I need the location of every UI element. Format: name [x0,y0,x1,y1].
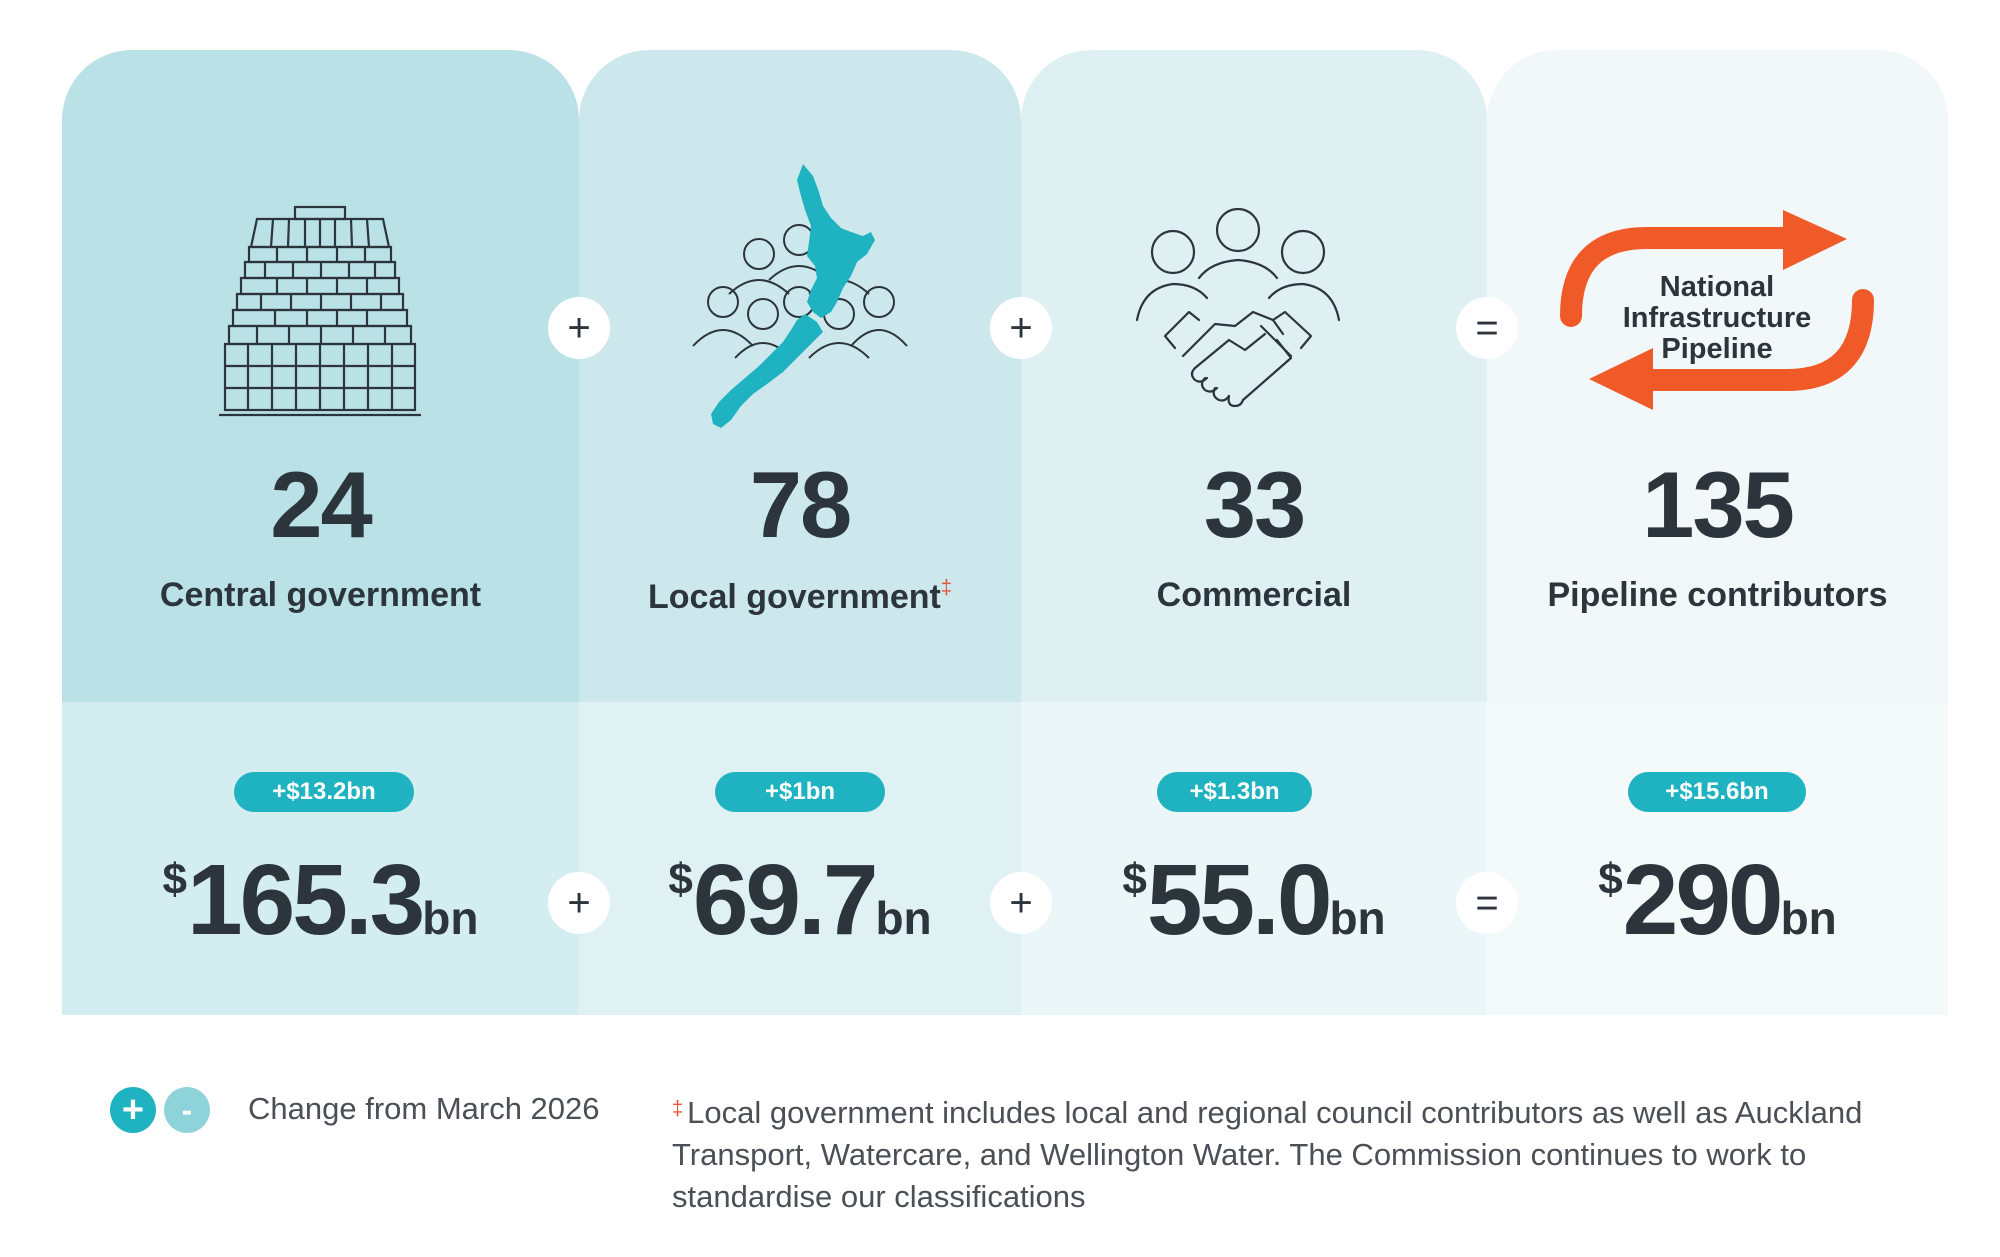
commercial-count: 33 [1203,452,1307,557]
central-government-count: 24 [270,452,373,557]
pipeline-cycle-icon [1560,210,1874,410]
footnote: ‡ Local government includes local and reg… [672,1088,1942,1218]
equals-operator: = [1456,297,1518,359]
commercial-amount: $55.0bn [1021,850,1487,950]
pipeline-icon-line: Pipeline [1661,333,1773,365]
increase-icon: + [110,1087,156,1133]
pipeline-total-change-badge: +$15.6bn [1628,772,1806,812]
amount-unit: bn [1780,892,1837,944]
amount-value: 290 [1622,844,1784,956]
footnote-text: Local government includes local and regi… [672,1095,1863,1214]
central-government-value-panel [62,702,579,1015]
equals-operator: = [1456,872,1518,934]
local-government-column: 78 Local government‡ +$1bn $69.7bn [579,50,1021,1015]
decrease-icon: - [164,1087,210,1133]
central-government-amount: $165.3bn [62,850,579,950]
pipeline-icon-text: National Infrastructure Pipeline [1607,272,1827,365]
commercial-label: Commercial [1156,576,1352,614]
central-government-change-badge: +$13.2bn [234,772,414,812]
pipeline-contributors-panel: National Infrastructure Pipeline 135 Pip… [1487,50,1948,702]
local-government-label: Local government‡ [579,578,1021,614]
nz-map-people-icon [692,164,908,428]
commercial-panel: 33 Commercial [1021,50,1487,702]
local-government-value-panel [579,702,1021,1015]
amount-value: 165.3 [187,844,425,956]
commercial-value-panel [1021,702,1487,1015]
central-government-column: 24 Central government +$13.2bn $165.3bn [62,50,579,1015]
plus-operator: + [548,872,610,934]
amount-unit: bn [875,892,932,944]
legend-label: Change from March 2026 [248,1091,600,1126]
parliament-beehive-icon [219,205,421,417]
central-government-label: Central government [159,576,482,614]
local-government-change-badge: +$1bn [715,772,885,812]
footnote-mark: ‡ [940,577,952,599]
plus-operator: + [990,297,1052,359]
local-government-count: 78 [749,452,853,557]
commercial-column: 33 Commercial +$1.3bn $55.0bn [1021,50,1487,1015]
amount-unit: bn [422,892,479,944]
amount-unit: bn [1329,892,1386,944]
local-government-label-text: Local government [648,578,941,616]
currency-symbol: $ [1598,855,1623,904]
pipeline-contributors-label: Pipeline contributors [1547,576,1888,614]
currency-symbol: $ [162,855,188,904]
amount-value: 55.0 [1146,844,1333,956]
amount-value: 69.7 [692,844,879,956]
pipeline-icon-line: National [1659,271,1775,303]
local-government-amount: $69.7bn [579,850,1021,950]
local-government-panel: 78 Local government‡ [579,50,1021,702]
footnote-mark: ‡ [672,1098,684,1120]
handshake-people-icon [1135,208,1341,408]
pipeline-contributors-column: National Infrastructure Pipeline 135 Pip… [1487,50,1948,1015]
plus-operator: + [990,872,1052,934]
pipeline-icon-line: Infrastructure [1622,302,1812,334]
pipeline-contributors-value-panel [1487,702,1948,1015]
central-government-panel: 24 Central government [62,50,579,702]
plus-operator: + [548,297,610,359]
commercial-change-badge: +$1.3bn [1157,772,1312,812]
currency-symbol: $ [1122,855,1147,904]
pipeline-contributors-count: 135 [1642,452,1795,557]
currency-symbol: $ [668,855,693,904]
pipeline-total-amount: $290bn [1487,850,1948,950]
